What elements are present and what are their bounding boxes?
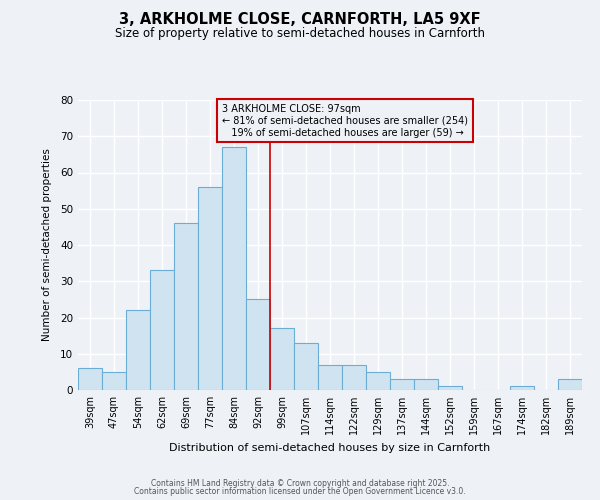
Bar <box>246 300 270 390</box>
Bar <box>150 270 174 390</box>
X-axis label: Distribution of semi-detached houses by size in Carnforth: Distribution of semi-detached houses by … <box>169 442 491 452</box>
Bar <box>510 386 534 390</box>
Text: Contains HM Land Registry data © Crown copyright and database right 2025.: Contains HM Land Registry data © Crown c… <box>151 478 449 488</box>
Y-axis label: Number of semi-detached properties: Number of semi-detached properties <box>41 148 52 342</box>
Bar <box>294 343 318 390</box>
Bar <box>198 187 222 390</box>
Bar <box>366 372 390 390</box>
Bar <box>270 328 294 390</box>
Bar <box>438 386 462 390</box>
Bar <box>414 379 438 390</box>
Bar <box>390 379 414 390</box>
Bar <box>174 223 198 390</box>
Bar <box>78 368 102 390</box>
Text: 3, ARKHOLME CLOSE, CARNFORTH, LA5 9XF: 3, ARKHOLME CLOSE, CARNFORTH, LA5 9XF <box>119 12 481 28</box>
Bar <box>126 310 150 390</box>
Bar <box>222 147 246 390</box>
Bar <box>342 364 366 390</box>
Bar <box>102 372 126 390</box>
Bar <box>558 379 582 390</box>
Text: Size of property relative to semi-detached houses in Carnforth: Size of property relative to semi-detach… <box>115 28 485 40</box>
Bar <box>318 364 342 390</box>
Text: 3 ARKHOLME CLOSE: 97sqm
← 81% of semi-detached houses are smaller (254)
   19% o: 3 ARKHOLME CLOSE: 97sqm ← 81% of semi-de… <box>221 104 467 138</box>
Text: Contains public sector information licensed under the Open Government Licence v3: Contains public sector information licen… <box>134 487 466 496</box>
